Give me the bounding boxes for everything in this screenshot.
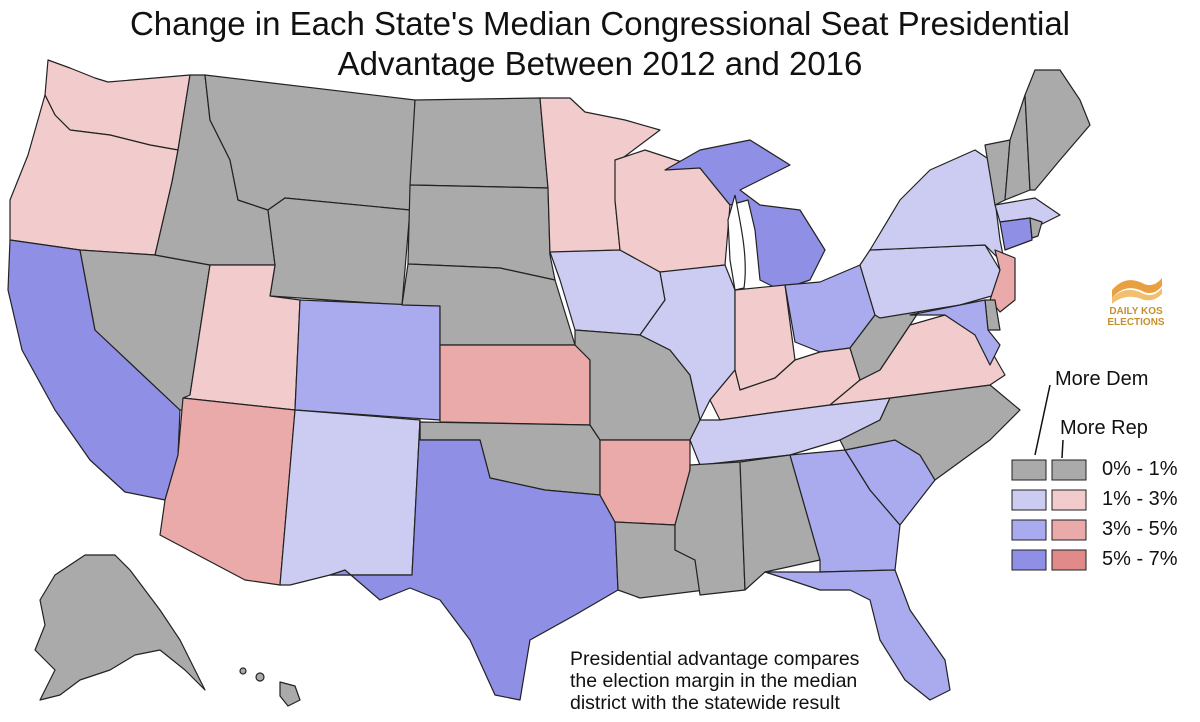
legend-swatches [1011, 459, 1087, 571]
footnote: Presidential advantage compares the elec… [570, 648, 910, 714]
legend-swatch-dem-2 [1011, 519, 1047, 541]
title-line-2: Advantage Between 2012 and 2016 [337, 45, 863, 82]
state-hawaii-island-2[interactable] [255, 672, 265, 682]
state-north-carolina[interactable] [839, 384, 1021, 481]
legend-rep-leader [1061, 439, 1064, 459]
state-hawaii[interactable] [279, 681, 301, 707]
state-rhode-island[interactable] [1029, 217, 1043, 239]
state-connecticut[interactable] [999, 217, 1033, 251]
state-new-mexico[interactable] [279, 409, 421, 586]
state-montana[interactable] [204, 74, 416, 211]
state-kansas[interactable] [439, 344, 591, 426]
state-maryland[interactable] [909, 299, 1001, 366]
logo-line-2: ELECTIONS [1107, 317, 1165, 328]
legend-more-dem: More Dem [1055, 368, 1149, 390]
legend-swatch-dem-0 [1011, 459, 1047, 481]
legend-bin-label-2: 3% - 5% [1102, 518, 1178, 540]
legend-dem-leader [1034, 384, 1051, 456]
state-texas[interactable] [329, 419, 619, 701]
legend-swatch-rep-3 [1051, 549, 1087, 571]
state-alabama[interactable] [739, 454, 821, 591]
state-arkansas[interactable] [599, 439, 691, 526]
legend-more-rep: More Rep [1060, 417, 1148, 439]
legend-swatch-dem-3 [1011, 549, 1047, 571]
state-wyoming[interactable] [267, 197, 411, 306]
state-north-dakota[interactable] [409, 97, 549, 189]
footnote-line-3: district with the statewide result [570, 692, 840, 714]
state-michigan[interactable] [664, 139, 826, 291]
state-maine[interactable] [1024, 69, 1091, 191]
title-line-1: Change in Each State's Median Congressio… [129, 5, 1071, 42]
legend-bin-label-1: 1% - 3% [1102, 488, 1178, 510]
legend-bin-label-0: 0% - 1% [1102, 458, 1178, 480]
lake-michigan [727, 194, 746, 291]
legend-swatch-rep-2 [1051, 519, 1087, 541]
footnote-line-1: Presidential advantage compares [570, 648, 860, 670]
state-florida[interactable] [764, 569, 951, 701]
daily-kos-elections-logo: DAILY KOS ELECTIONS [1104, 268, 1168, 328]
state-hawaii-island-3[interactable] [239, 667, 247, 675]
logo-line-1: DAILY KOS [1109, 306, 1163, 317]
state-colorado[interactable] [294, 299, 441, 421]
legend-swatch-dem-1 [1011, 489, 1047, 511]
map-title: Change in Each State's Median Congressio… [0, 4, 1200, 84]
state-new-jersey[interactable] [989, 249, 1016, 313]
state-alaska[interactable] [34, 554, 206, 701]
state-arizona[interactable] [159, 397, 296, 586]
legend-swatch-rep-0 [1051, 459, 1087, 481]
legend-bin-label-3: 5% - 7% [1102, 548, 1178, 570]
footnote-line-2: the election margin in the median [570, 670, 858, 692]
flag-icon [1112, 278, 1162, 304]
legend-swatch-rep-1 [1051, 489, 1087, 511]
